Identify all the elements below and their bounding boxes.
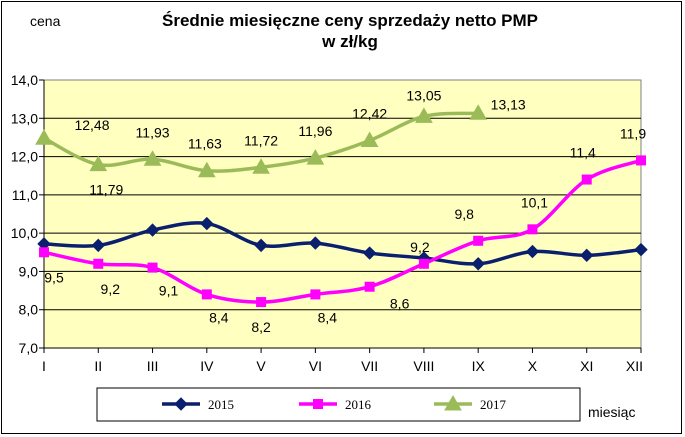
series-2016-data-label: 9,1 [159,283,179,299]
y-tick-label: 10,0 [11,225,38,241]
series-2015-point [200,216,214,231]
series-2017-data-label: 11,79 [89,182,123,198]
series-2015-point [145,223,160,237]
series-2017-data-label: 12,42 [352,105,387,121]
y-tick-label: 14,0 [11,72,38,88]
series-2016-data-label: 9,5 [44,269,64,285]
x-tick-label: IX [472,358,486,374]
plot-area [43,79,642,349]
x-tick-label: VII [361,358,378,374]
series-2016-point [473,235,484,246]
series-2016-data-label: 9,2 [101,281,121,297]
y-tick-label: 11,0 [12,187,38,203]
legend-label: 2016 [345,397,372,412]
series-2016-point [581,174,592,185]
series-2016-data-label: 11,4 [570,145,596,161]
data-labels: 9,5 9,2 9,1 8,4 8,2 8,4 8,6 9,2 9,8 10,1 11,4 11,9 1… [44,87,646,335]
series-2017-point [197,161,216,178]
x-tick-label: I [42,358,46,374]
series-group [35,104,648,308]
series-2016-data-label: 8,2 [251,319,271,335]
series-2016-point [147,262,158,273]
series-2015-point [308,236,323,250]
series-2017-point [469,104,488,120]
chart-title-line1: Średnie miesięczne ceny sprzedaży netto … [162,11,538,30]
series-2016-point [527,224,538,235]
series-2016-point [201,289,212,300]
series-2016-data-label: 8,6 [390,296,410,312]
x-tick-label: IV [200,358,214,374]
series-2017-point [252,158,270,174]
legend-swatch-marker [444,394,462,411]
series-2016-point [418,258,429,269]
series-2016-data-label: 9,8 [454,206,474,222]
x-tick-label: X [528,358,538,374]
series-2016-data-label: 9,2 [410,239,430,255]
series-2016-point [93,258,104,269]
y-tick-label: 13,0 [11,110,38,126]
series-2016-point [256,297,267,308]
chart-title-line2: w zł/kg [321,32,378,51]
x-tick-label: III [147,358,159,374]
series-2017-data-label: 13,05 [406,87,441,103]
series-2016-point [364,281,375,292]
y-tick-label: 8,0 [19,302,39,318]
series-2017-point [89,155,108,172]
series-2017-data-label: 11,96 [298,123,332,139]
series-2015-point [525,244,540,259]
y-tick-label: 9,0 [19,263,39,279]
y-tick-label: 7,0 [19,340,39,356]
gridlines [44,117,641,311]
y-tick-label: 12,0 [11,149,38,165]
legend-swatch-marker [174,397,188,411]
series-2016-data-label: 8,4 [318,309,338,325]
series-2015-point [362,246,377,260]
series-2017-point [35,129,53,145]
series-2015-point [471,257,485,271]
x-tick-label: VIII [413,358,434,374]
legend [96,387,581,422]
x-axis-label: miesiąc [588,404,635,420]
series-2017-data-label: 12,48 [74,117,109,133]
x-tick-label: XII [626,358,643,374]
legend-swatch-marker [313,399,323,409]
series-2016-point [636,155,646,166]
series-2017-data-label: 13,13 [491,96,526,112]
series-2016-data-label: 8,4 [209,309,229,325]
series-2017-data-label: 11,93 [136,124,170,140]
legend-label: 2015 [208,397,234,412]
series-2016-point [39,247,49,258]
series-2015-point [634,242,648,257]
x-tick-label: XI [580,358,593,374]
series-2017-point [415,107,433,123]
series-2016-data-label: 10,1 [521,194,548,210]
y-axis-label: cena [30,13,61,29]
series-2015-point [580,248,594,263]
series-2015-point [91,238,105,253]
x-tick-label: II [94,358,102,374]
series-2015-point [254,238,268,253]
legend-entries: 2015 2016 2017 [162,394,507,412]
legend-label: 2017 [480,397,507,412]
x-tick-label: VI [309,358,322,374]
x-tick-label: V [256,358,266,374]
series-2016-point [310,289,321,300]
axes: 7,08,09,010,011,012,013,014,0I II III IV V VI… [11,72,643,374]
series-2017-data-label: 11,72 [244,132,278,148]
series-2017-point [306,149,325,165]
series-2017-point [143,150,162,166]
series-2016-data-label: 11,9 [620,125,646,141]
series-2017-data-label: 11,63 [188,136,222,152]
series-2017-point [360,131,379,147]
